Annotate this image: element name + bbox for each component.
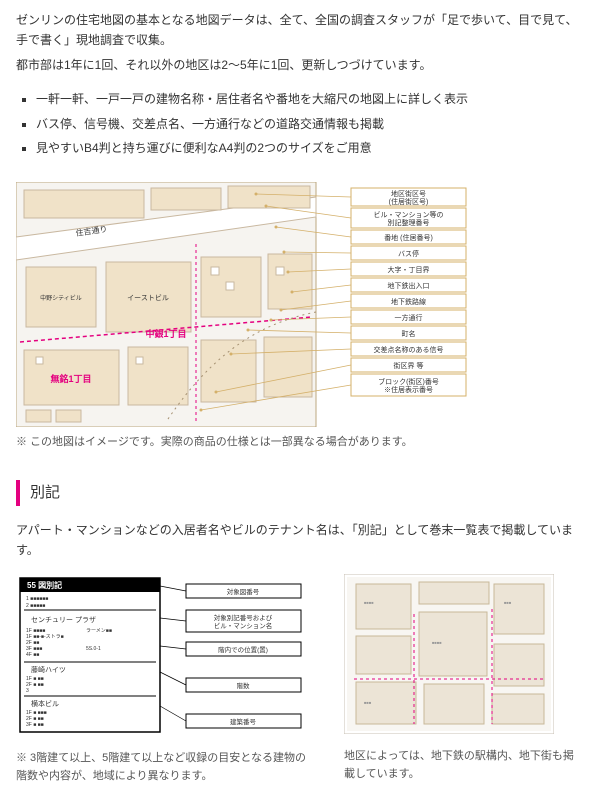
svg-text:町名: 町名 [402, 329, 416, 338]
svg-text:対象図番号: 対象図番号 [227, 587, 260, 596]
feature-item: 一軒一軒、一戸一戸の建物名称・居住者名や番地を大縮尺の地図上に詳しく表示 [36, 89, 585, 109]
svg-text:5S.0-1: 5S.0-1 [86, 646, 101, 652]
svg-text:3F ■ ■■: 3F ■ ■■ [26, 722, 44, 728]
svg-text:■■■: ■■■ [504, 600, 512, 605]
svg-text:階数: 階数 [237, 681, 251, 690]
svg-text:地区街区号: 地区街区号 [391, 189, 426, 198]
svg-text:番地 (住居番号): 番地 (住居番号) [384, 233, 433, 242]
svg-text:対象別記番号および: 対象別記番号および [214, 613, 273, 622]
intro-block: ゼンリンの住宅地図の基本となる地図データは、全て、全国の調査スタッフが「足で歩い… [16, 10, 585, 75]
svg-text:一方通行: 一方通行 [395, 313, 423, 322]
svg-text:2 ■■■■■: 2 ■■■■■ [26, 603, 45, 609]
svg-text:4F ■■: 4F ■■ [26, 652, 39, 658]
bekki-diagram: 55 図別記 1 ■■■■■■ 2 ■■■■■ センチュリー プラザ 1F ■■… [16, 574, 306, 736]
feature-item: バス停、信号機、交差点名、一方通行などの道路交通情報も掲載 [36, 114, 585, 134]
map-svg: 住吉通り 中野シティビル イーストビル 中銀1丁目 無銘1丁目 [16, 182, 476, 427]
map-caption: ※ この地図はイメージです。実際の商品の仕様とは一部異なる場合があります。 [16, 433, 585, 452]
building-label-2: 中野シティビル [40, 294, 82, 302]
svg-text:階内での位置(置): 階内での位置(置) [218, 645, 268, 654]
svg-text:センチュリー プラザ: センチュリー プラザ [31, 616, 96, 624]
svg-text:ラーメン■■: ラーメン■■ [86, 628, 112, 634]
feature-list: 一軒一軒、一戸一戸の建物名称・居住者名や番地を大縮尺の地図上に詳しく表示 バス停… [16, 89, 585, 158]
district-center: 中銀1丁目 [145, 328, 186, 339]
section2-lead: アパート・マンションなどの入居者名やビルのテナント名は、「別記」として巻末一覧表… [16, 520, 585, 561]
bekki-right-col: ■■■■■■■ ■■■■■■■ 地区によっては、地下鉄の駅構内、地下街も掲載して… [344, 574, 574, 784]
svg-text:ビル・マンション名: ビル・マンション名 [214, 621, 273, 630]
intro-line-2: 都市部は1年に1回、それ以外の地区は2～5年に1回、更新しつづけています。 [16, 55, 585, 75]
svg-text:大字・丁目界: 大字・丁目界 [388, 265, 430, 274]
svg-text:ビル・マンション等の: ビル・マンション等の [374, 210, 444, 219]
underground-map: ■■■■■■■ ■■■■■■■ [344, 574, 554, 734]
svg-text:ブロック(街区)番号: ブロック(街区)番号 [378, 377, 439, 386]
svg-text:地下鉄出入口: 地下鉄出入口 [388, 281, 430, 290]
district-bottom: 無銘1丁目 [50, 373, 91, 384]
svg-text:街区界 等: 街区界 等 [394, 361, 424, 370]
bekki-left-caption: ※ 3階建て以上、5階建て以上など収録の目安となる建物の階数や内容が、地域により… [16, 749, 306, 786]
intro-line-1: ゼンリンの住宅地図の基本となる地図データは、全て、全国の調査スタッフが「足で歩い… [16, 10, 585, 51]
lower-columns: 55 図別記 1 ■■■■■■ 2 ■■■■■ センチュリー プラザ 1F ■■… [16, 574, 585, 786]
bekki-header: 55 図別記 [27, 580, 62, 590]
map-figure: 住吉通り 中野シティビル イーストビル 中銀1丁目 無銘1丁目 [16, 182, 585, 452]
feature-item: 見やすいB4判と持ち運びに便利なA4判の2つのサイズをご用意 [36, 138, 585, 158]
svg-text:■■■: ■■■ [364, 700, 372, 705]
svg-text:1 ■■■■■■: 1 ■■■■■■ [26, 596, 48, 602]
svg-text:(住居街区号): (住居街区号) [389, 197, 429, 206]
svg-text:藤崎ハイツ: 藤崎ハイツ [31, 665, 66, 674]
svg-text:※住居表示番号: ※住居表示番号 [384, 385, 433, 394]
building-label-1: イーストビル [127, 293, 169, 302]
svg-text:横本ビル: 横本ビル [31, 699, 59, 708]
svg-text:バス停: バス停 [398, 249, 419, 258]
svg-text:地下鉄路線: 地下鉄路線 [391, 297, 426, 306]
svg-text:建築番号: 建築番号 [230, 717, 257, 726]
svg-text:3: 3 [26, 688, 29, 694]
svg-text:交差点名称のある信号: 交差点名称のある信号 [374, 345, 444, 354]
svg-text:■■■■: ■■■■ [432, 640, 442, 645]
svg-text:■■■■: ■■■■ [364, 600, 374, 605]
bekki-right-caption: 地区によっては、地下鉄の駅構内、地下街も掲載しています。 [344, 747, 574, 784]
bekki-left-col: 55 図別記 1 ■■■■■■ 2 ■■■■■ センチュリー プラザ 1F ■■… [16, 574, 306, 786]
svg-text:別記整理番号: 別記整理番号 [388, 218, 430, 227]
section-heading-bekki: 別記 [16, 480, 585, 506]
